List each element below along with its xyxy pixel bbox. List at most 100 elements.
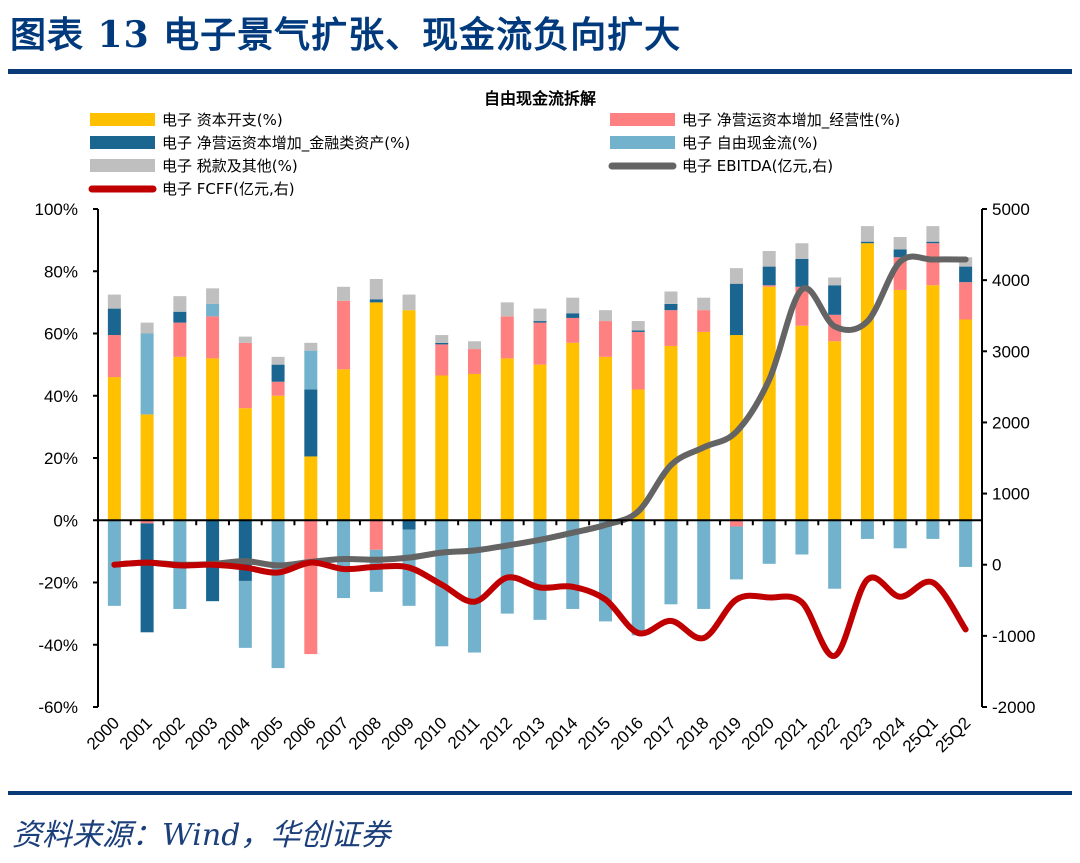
x-tick-label: 2022 bbox=[803, 713, 843, 753]
bar-capex bbox=[304, 456, 318, 521]
right-tick-label: 0 bbox=[992, 556, 1001, 575]
bar-fcf bbox=[271, 520, 285, 669]
bar-nwc_financial bbox=[762, 266, 776, 286]
right-tick-label: 3000 bbox=[992, 342, 1030, 361]
legend-item-nwc_operating: 电子 净营运资本增加_经营性(%) bbox=[610, 111, 900, 130]
bar-capex bbox=[468, 373, 482, 521]
bar-fcf bbox=[664, 520, 678, 605]
right-tick-label: 4000 bbox=[992, 271, 1030, 290]
bar-capex bbox=[828, 341, 842, 521]
bar-group-25Q1 bbox=[926, 226, 940, 539]
bar-capex bbox=[664, 345, 678, 521]
bar-capex bbox=[631, 389, 645, 521]
x-tick-label: 2003 bbox=[181, 713, 221, 753]
bar-tax_other bbox=[468, 341, 482, 350]
bar-group-2011 bbox=[468, 341, 482, 653]
left-tick-label: -60% bbox=[38, 698, 78, 717]
left-tick-label: 100% bbox=[35, 200, 78, 219]
bar-tax_other bbox=[337, 286, 351, 301]
bar-group-2003 bbox=[206, 288, 220, 602]
bar-group-2004 bbox=[238, 336, 252, 648]
bar-capex bbox=[860, 243, 874, 521]
bar-capex bbox=[402, 310, 416, 521]
bar-capex bbox=[337, 369, 351, 521]
bar-fcf bbox=[729, 526, 743, 580]
bar-tax_other bbox=[206, 288, 220, 304]
x-tick-label: 2011 bbox=[444, 713, 483, 752]
bar-tax_other bbox=[533, 308, 547, 322]
right-tick-label: -1000 bbox=[992, 627, 1035, 646]
bar-fcf bbox=[500, 520, 514, 614]
bar-nwc_financial bbox=[238, 520, 252, 581]
bar-tax_other bbox=[140, 322, 154, 334]
bar-capex bbox=[566, 342, 580, 521]
source-note: 资料来源：Wind，华创证券 bbox=[12, 818, 391, 853]
line-fcff bbox=[111, 559, 969, 659]
bar-tax_other bbox=[566, 297, 580, 314]
bar-capex bbox=[795, 325, 809, 521]
points-ebitda bbox=[114, 259, 966, 566]
bar-capex bbox=[140, 414, 154, 521]
bar-capex bbox=[271, 395, 285, 521]
x-tick-label: 2005 bbox=[247, 713, 287, 753]
bar-nwc_operating bbox=[304, 520, 318, 655]
legend-label: 电子 EBITDA(亿元,右) bbox=[682, 157, 833, 175]
legend-item-nwc_financial: 电子 净营运资本增加_金融类资产(%) bbox=[90, 134, 410, 153]
left-tick-label: -40% bbox=[38, 636, 78, 655]
bar-nwc_operating bbox=[140, 520, 154, 524]
bar-capex bbox=[533, 364, 547, 521]
x-tick-label: 2020 bbox=[738, 713, 778, 753]
bar-fcf bbox=[304, 350, 318, 390]
x-tick-label: 2014 bbox=[541, 713, 581, 753]
bar-capex bbox=[238, 408, 252, 521]
bar-nwc_operating bbox=[206, 316, 220, 359]
x-tick-label: 2004 bbox=[214, 713, 254, 753]
bar-tax_other bbox=[926, 226, 940, 242]
bar-capex bbox=[107, 377, 121, 521]
legend-item-ebitda: 电子 EBITDA(亿元,右) bbox=[608, 157, 833, 175]
bar-group-2006 bbox=[304, 342, 318, 655]
bar-nwc_financial bbox=[729, 283, 743, 336]
bar-nwc_financial bbox=[304, 389, 318, 457]
legend-label: 电子 净营运资本增加_金融类资产(%) bbox=[162, 134, 410, 153]
bar-tax_other bbox=[173, 296, 187, 312]
x-tick-label: 2023 bbox=[836, 713, 876, 753]
x-tick-label: 2019 bbox=[705, 713, 745, 753]
bar-group-2008 bbox=[369, 279, 383, 592]
bar-tax_other bbox=[828, 277, 842, 286]
bar-group-2022 bbox=[828, 277, 842, 589]
bar-group-2020 bbox=[762, 251, 776, 564]
x-tick-label: 2018 bbox=[672, 713, 712, 753]
x-tick-label: 2007 bbox=[312, 713, 352, 753]
nwc_financial-swatch bbox=[90, 136, 155, 149]
bar-capex bbox=[435, 375, 449, 521]
left-tick-label: 40% bbox=[44, 387, 78, 406]
bar-nwc_operating bbox=[238, 342, 252, 409]
bar-nwc_financial bbox=[566, 313, 580, 318]
legend-label: 电子 净营运资本增加_经营性(%) bbox=[682, 111, 900, 130]
x-tick-label: 2009 bbox=[378, 713, 418, 753]
bar-tax_other bbox=[304, 342, 318, 351]
left-tick-label: -20% bbox=[38, 574, 78, 593]
line-ebitda bbox=[111, 253, 969, 569]
bar-nwc_financial bbox=[435, 342, 449, 345]
bar-capex bbox=[697, 331, 711, 521]
bar-fcf bbox=[893, 520, 907, 549]
bar-fcf bbox=[140, 333, 154, 415]
bar-fcf bbox=[533, 520, 547, 620]
bar-nwc_operating bbox=[926, 243, 940, 286]
bar-nwc_financial bbox=[402, 520, 416, 530]
legend-label: 电子 自由现金流(%) bbox=[682, 134, 818, 152]
bar-nwc_financial bbox=[828, 285, 842, 315]
bar-tax_other bbox=[238, 336, 252, 343]
title-rule bbox=[8, 69, 1072, 74]
bar-group-2001 bbox=[140, 322, 154, 633]
legend-item-fcf: 电子 自由现金流(%) bbox=[610, 134, 818, 152]
points-fcff bbox=[114, 562, 966, 656]
bar-nwc_operating bbox=[729, 520, 743, 527]
bar-tax_other bbox=[107, 294, 121, 309]
bar-group-2018 bbox=[697, 297, 711, 609]
bar-tax_other bbox=[795, 243, 809, 259]
left-tick-label: 0% bbox=[53, 511, 78, 530]
bar-group-2021 bbox=[795, 243, 809, 555]
